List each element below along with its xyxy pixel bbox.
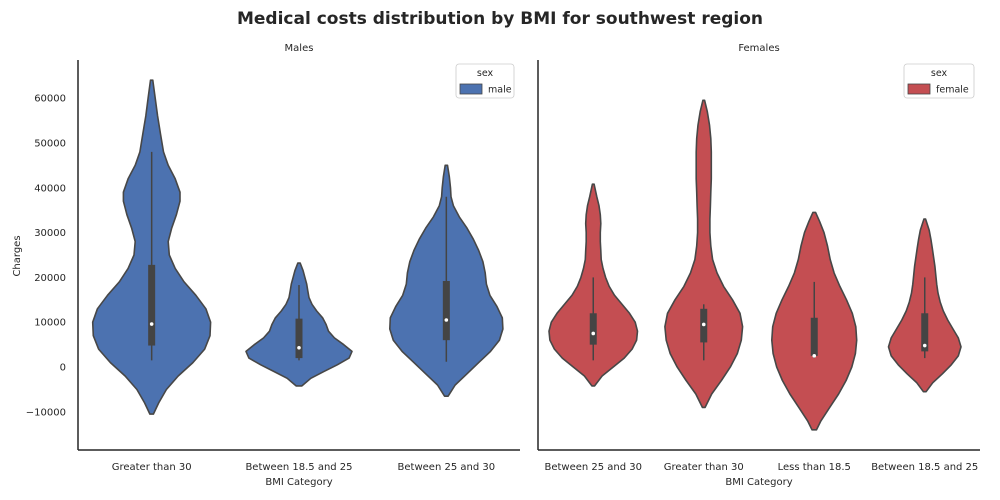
- x-tick-label: Greater than 30: [112, 462, 192, 473]
- males-panel-title: Males: [285, 43, 314, 54]
- iqr-box: [295, 318, 303, 359]
- males-plot-area: −10000 0 10000 20000 30000 40000 50000 60000 Gre…: [26, 60, 520, 473]
- legend-swatch-male: [459, 83, 483, 95]
- y-axis-label: Charges: [12, 235, 23, 276]
- y-tick-label: 30000: [34, 228, 66, 239]
- x-tick-label: Between 25 and 30: [544, 462, 642, 473]
- median-point: [591, 331, 596, 336]
- y-tick-label: 20000: [34, 273, 66, 284]
- median-point: [444, 318, 449, 322]
- females-panel-title: Females: [738, 43, 779, 54]
- y-tick-label: 60000: [34, 94, 66, 105]
- males-panel: Males BMI Category Charges −10000 0 10000 2…: [12, 43, 520, 488]
- median-point: [922, 343, 927, 348]
- y-tick-label: 0: [60, 363, 66, 374]
- violin-female-1: [664, 99, 744, 409]
- iqr-box: [810, 317, 818, 356]
- median-point: [812, 354, 817, 358]
- median-point: [149, 322, 154, 326]
- legend-title: sex: [477, 68, 494, 79]
- x-tick-label: Between 18.5 and 25: [245, 462, 352, 473]
- legend-label-female: female: [936, 85, 969, 96]
- males-x-axis-label: BMI Category: [265, 477, 332, 488]
- y-tick-label: 50000: [34, 138, 66, 149]
- iqr-box: [589, 313, 597, 345]
- median-point: [297, 345, 301, 350]
- figure-title: Medical costs distribution by BMI for so…: [237, 9, 763, 29]
- iqr-box: [442, 281, 450, 341]
- iqr-box: [921, 313, 929, 352]
- y-tick-label: −10000: [26, 407, 66, 418]
- females-plot-area: Between 25 and 30 Greater than 30 Less tha…: [537, 60, 980, 473]
- females-x-axis-label: BMI Category: [725, 477, 792, 488]
- y-tick-label: 10000: [34, 318, 66, 329]
- y-tick-label: 40000: [34, 183, 66, 194]
- x-tick-label: Less than 18.5: [778, 462, 851, 473]
- x-tick-label: Greater than 30: [664, 462, 744, 473]
- x-tick-label: Between 18.5 and 25: [871, 462, 978, 473]
- legend-title: sex: [931, 68, 948, 79]
- females-panel: Females BMI Category Between 25 and 30 Gr…: [537, 43, 980, 488]
- x-tick-label: Between 25 and 30: [398, 462, 496, 473]
- iqr-box: [148, 264, 156, 346]
- median-point: [701, 322, 706, 327]
- legend-swatch-female: [907, 83, 931, 95]
- legend-label-male: male: [488, 85, 512, 96]
